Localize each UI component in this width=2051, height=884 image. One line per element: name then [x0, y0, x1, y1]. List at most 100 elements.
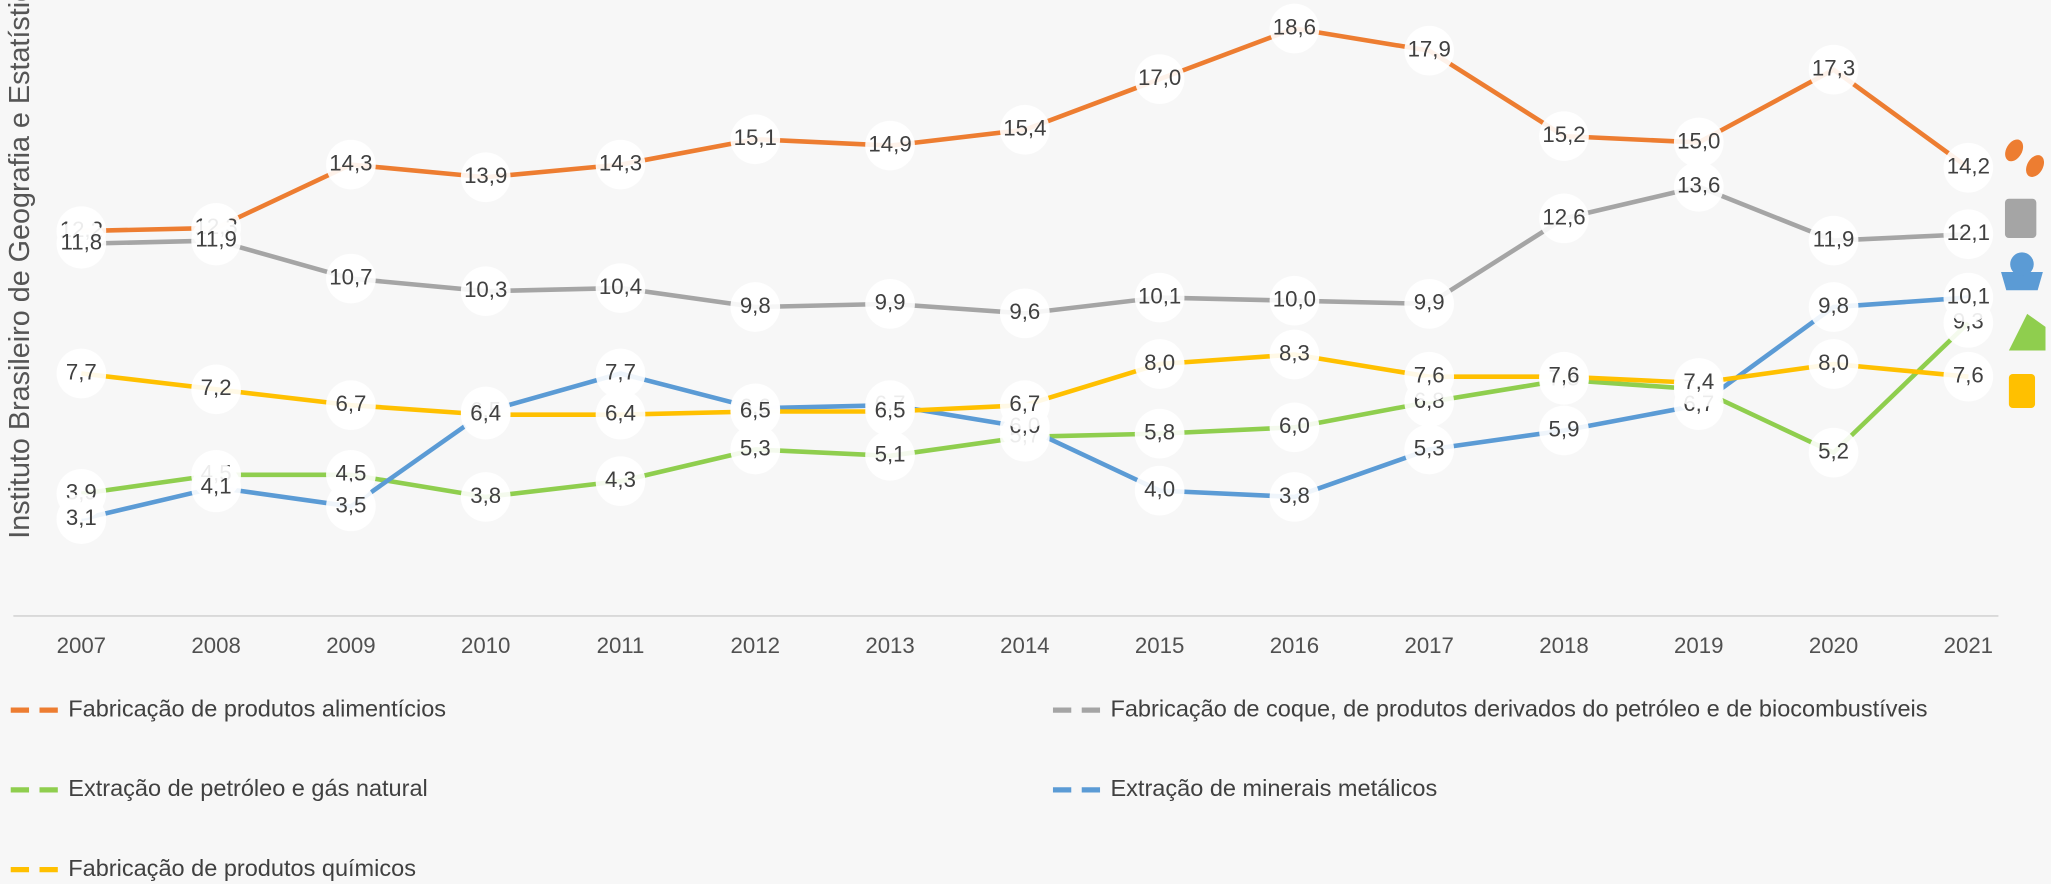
data-label: 5,3	[1414, 435, 1445, 460]
x-tick-label: 2018	[1539, 633, 1588, 658]
data-label: 17,3	[1812, 56, 1855, 81]
label-bubble	[460, 266, 511, 317]
label-bubble	[865, 430, 915, 481]
data-label: 9,8	[1818, 293, 1849, 318]
data-label: 7,6	[1549, 363, 1580, 388]
data-label: 17,0	[1138, 65, 1181, 90]
data-label: 10,0	[1273, 287, 1316, 312]
data-label: 8,3	[1279, 340, 1310, 365]
data-label: 6,5	[875, 397, 906, 422]
x-tick-label: 2012	[731, 633, 780, 658]
legend-label: Fabricação de produtos químicos	[68, 855, 416, 881]
label-bubble	[326, 481, 376, 532]
data-label: 6,4	[605, 401, 636, 426]
data-label: 10,1	[1138, 283, 1181, 308]
x-tick-label: 2019	[1674, 633, 1723, 658]
data-label: 12,6	[1542, 204, 1585, 229]
label-bubble	[191, 364, 241, 415]
legend-label: Extração de petróleo e gás natural	[68, 775, 428, 801]
label-bubble	[1808, 427, 1859, 478]
x-tick-label: 2011	[597, 633, 645, 658]
data-label: 3,5	[335, 492, 366, 517]
data-label: 7,6	[1414, 363, 1445, 388]
data-label: 11,8	[61, 230, 103, 255]
data-label: 7,6	[1953, 363, 1984, 388]
label-bubble	[1539, 405, 1589, 456]
label-bubble	[326, 139, 376, 190]
label-bubble	[1134, 465, 1185, 516]
label-bubble	[1673, 117, 1724, 168]
legend: Fabricação de produtos alimentícios Fabri…	[10, 695, 1928, 881]
data-label: 15,4	[1003, 116, 1046, 141]
label-bubble	[460, 152, 511, 203]
label-bubble	[56, 494, 107, 544]
label-bubble	[1808, 339, 1859, 389]
data-label: 6,4	[470, 401, 501, 426]
data-label: 7,7	[66, 359, 97, 384]
label-bubble	[1808, 44, 1859, 95]
data-labels: 12,212,314,313,914,315,114,915,417,018,6…	[56, 3, 1994, 544]
label-bubble	[730, 424, 781, 475]
data-label: 5,1	[875, 442, 906, 467]
data-label: 10,4	[599, 274, 642, 299]
label-bubble	[1539, 351, 1589, 402]
data-label: 5,8	[1144, 420, 1175, 445]
label-bubble	[595, 263, 646, 313]
data-label: 13,9	[464, 163, 507, 188]
label-bubble	[1134, 408, 1185, 459]
data-label: 9,9	[875, 290, 906, 315]
data-label: 14,3	[329, 150, 372, 175]
x-tick-label: 2008	[191, 633, 240, 658]
data-label: 7,4	[1683, 369, 1714, 394]
label-bubble	[1269, 329, 1320, 380]
label-bubble	[1134, 54, 1185, 104]
data-label: 4,3	[605, 467, 636, 492]
data-label: 9,6	[1009, 299, 1040, 324]
data-label: 3,1	[66, 505, 97, 530]
label-bubble	[865, 120, 915, 171]
data-label: 6,0	[1279, 413, 1310, 438]
source-label: Instituto Brasileiro de Geografia e Esta…	[4, 0, 36, 539]
label-bubble	[1269, 3, 1320, 54]
x-tick-label: 2015	[1135, 633, 1184, 658]
label-bubble	[1808, 282, 1859, 332]
data-label: 11,9	[1813, 226, 1855, 251]
label-bubble	[595, 389, 646, 440]
label-bubble	[326, 253, 376, 304]
label-bubble	[56, 348, 107, 399]
data-label: 5,2	[1818, 439, 1849, 464]
legend-label: Fabricação de coque, de produtos derivad…	[1111, 695, 1928, 721]
label-bubble	[1404, 279, 1455, 329]
label-bubble	[460, 472, 511, 522]
data-label: 15,0	[1677, 128, 1720, 153]
label-bubble	[1404, 25, 1455, 76]
data-label: 15,2	[1542, 122, 1585, 147]
data-label: 3,8	[470, 483, 501, 508]
label-bubble	[595, 348, 646, 399]
data-label: 5,3	[740, 435, 771, 460]
x-tick-label: 2021	[1944, 633, 1993, 658]
data-label: 6,7	[335, 391, 366, 416]
data-label: 14,3	[599, 150, 642, 175]
legend-label: Fabricação de produtos alimentícios	[68, 695, 446, 721]
label-bubble	[191, 215, 241, 266]
data-label: 10,3	[464, 277, 507, 302]
x-tick-label: 2009	[326, 633, 375, 658]
label-bubble	[1000, 288, 1050, 339]
data-label: 13,6	[1677, 173, 1720, 198]
label-bubble	[1539, 193, 1589, 244]
label-bubble	[1000, 380, 1050, 431]
data-label: 4,0	[1144, 476, 1175, 501]
data-label: 7,7	[605, 359, 636, 384]
x-tick-label: 2007	[57, 633, 106, 658]
x-tick-label: 2017	[1404, 633, 1453, 658]
label-bubble	[1000, 104, 1050, 155]
data-label: 4,1	[201, 473, 232, 498]
label-bubble	[1943, 142, 1994, 193]
label-bubble	[1943, 272, 1994, 323]
label-bubble	[56, 218, 107, 269]
label-bubble	[730, 386, 781, 437]
data-label: 14,2	[1947, 154, 1990, 179]
label-bubble	[1808, 215, 1859, 266]
label-bubble	[865, 279, 915, 329]
